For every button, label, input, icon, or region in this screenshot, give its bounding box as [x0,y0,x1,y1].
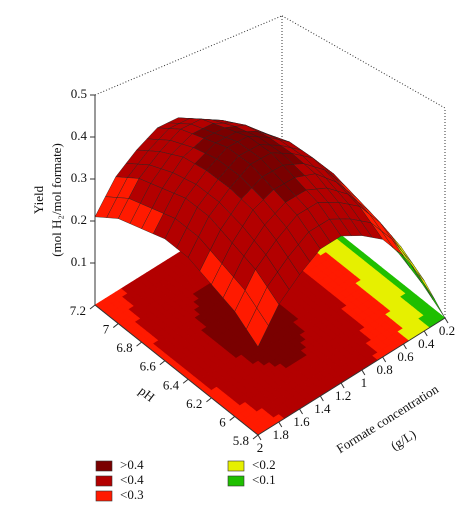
legend-swatch [227,475,245,487]
y-tick [136,341,142,347]
z-axis-title: (mol H₂/mol formate) [49,143,64,257]
z-tick-label: 0.3 [71,170,87,185]
y-tick-label: 6.6 [140,359,157,374]
y-tick [206,397,212,403]
x-tick-label: 0.6 [397,349,414,364]
x-tick-label: 1 [361,375,368,390]
y-tick [112,323,119,328]
z-axis-title: Yield [31,185,46,214]
y-tick-label: 7 [103,322,110,337]
x-tick-label: 0.8 [377,362,393,377]
y-axis-title: pH [136,383,158,405]
legend-label: <0.1 [252,472,276,487]
y-tick-label: 6 [219,414,226,429]
box-edge [94,15,283,96]
legend-swatch [95,460,113,472]
legend-swatch [95,490,113,502]
x-tick [403,343,407,350]
x-tick-label: 1.2 [335,388,351,403]
x-tick-label: 1.8 [273,427,289,442]
x-tick-label: 0.4 [418,336,435,351]
y-tick-label: 7.2 [70,303,86,318]
legend-label: <0.2 [252,457,276,472]
x-tick [278,421,283,428]
y-tick [229,416,236,421]
y-tick [252,434,259,440]
z-tick-label: 0.2 [71,212,87,227]
x-tick [257,434,262,441]
x-tick [444,317,449,324]
legend-label: <0.3 [120,487,144,502]
y-tick [159,360,166,366]
surface-cell [381,230,404,256]
z-tick-label: 0.5 [71,86,87,101]
y-tick-label: 5.8 [233,433,249,448]
y-tick [182,378,189,384]
x-tick [340,382,345,389]
legend-swatch [227,460,245,472]
y-tick-label: 6.4 [163,377,180,392]
y-tick-label: 6.8 [116,340,132,355]
y-tick-label: 6.2 [186,396,202,411]
z-tick-label: 0.4 [71,128,88,143]
x-tick-label: 1.4 [314,401,331,416]
legend-label: <0.4 [120,472,144,487]
x-tick-label: 1.6 [293,414,310,429]
box-edge [281,15,446,109]
surface-cell [390,234,413,264]
z-tick-label: 0.1 [71,254,87,269]
surface-cell [402,251,425,281]
x-axis-title: (g/L) [388,426,419,453]
surface-cell [246,307,269,348]
x-axis-line [257,317,446,436]
x-tick-label: 0.2 [439,323,455,338]
axis-box: 0.1 0.2 0.3 0.4 0.5 5.8 6 6.2 6.4 6.6 6.8 7 7.2 0.2 0.… [70,15,455,455]
x-tick [319,395,324,402]
x-tick-label: 2 [257,440,264,455]
x-tick [423,330,428,337]
x-tick [382,356,387,363]
y-axis-line [94,304,259,436]
legend: >0.4<0.4<0.3 <0.2<0.1 [95,457,276,502]
surface-cell [391,238,414,269]
surface-cell [399,250,422,284]
legend-swatch [95,475,113,487]
x-tick [361,369,366,376]
surface [94,117,446,348]
legend-label: >0.4 [120,457,144,472]
x-tick [299,408,303,415]
y-tick [89,304,96,310]
